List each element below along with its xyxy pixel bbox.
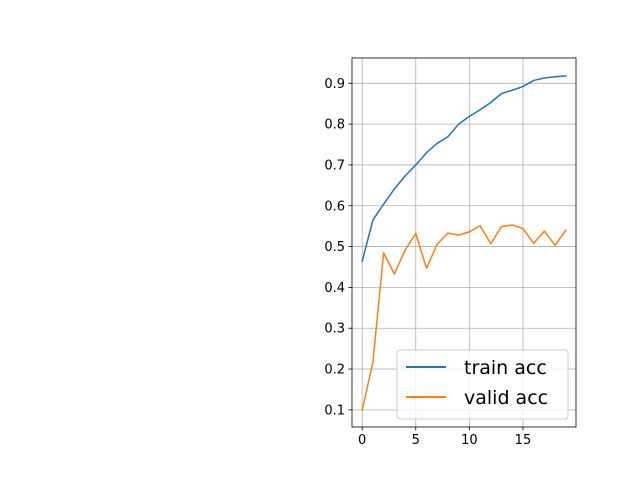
series-line-valid-acc	[361, 224, 567, 412]
y-tick-label: 0.9	[324, 77, 345, 92]
y-tick-label: 0.2	[324, 363, 345, 378]
y-tick-label: 0.3	[324, 322, 345, 337]
y-tick-label: 0.4	[324, 281, 345, 296]
series-line-train-acc	[361, 75, 567, 263]
legend-label-train-acc: train acc	[464, 357, 547, 379]
legend-label-valid-acc: valid acc	[464, 387, 548, 409]
x-tick-label: 0	[358, 433, 366, 448]
x-tick-label: 15	[515, 433, 532, 448]
y-tick-label: 0.6	[324, 199, 345, 214]
y-tick-label: 0.7	[324, 158, 345, 173]
axes-frame	[351, 57, 577, 428]
y-tick-label: 0.1	[324, 403, 345, 418]
x-tick-label: 5	[412, 433, 420, 448]
y-tick-label: 0.5	[324, 240, 345, 255]
x-tick-label: 10	[461, 433, 478, 448]
y-tick-label: 0.8	[324, 118, 345, 133]
